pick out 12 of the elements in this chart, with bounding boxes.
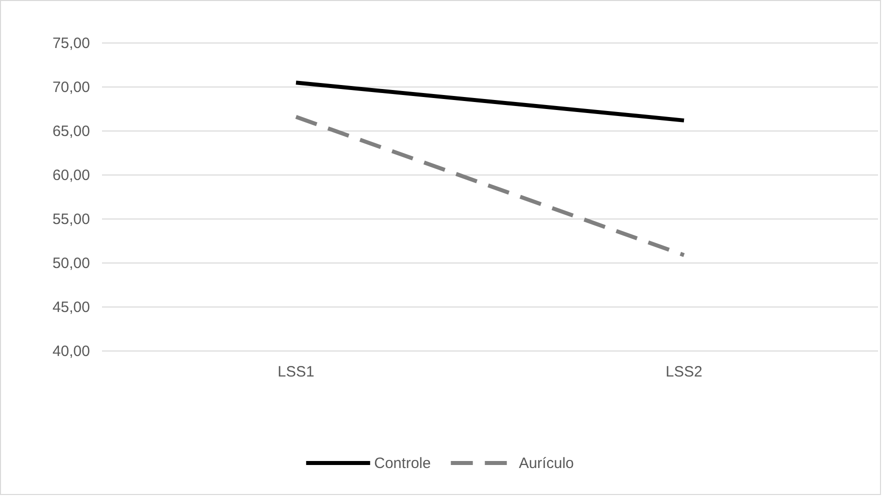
y-tick-label: 60,00: [52, 166, 90, 184]
x-tick-label: LSS2: [666, 364, 702, 381]
x-tick-label: LSS1: [278, 364, 314, 381]
y-tick-label: 50,00: [52, 254, 90, 272]
y-tick-label: 45,00: [52, 298, 90, 316]
y-tick-label: 65,00: [52, 122, 90, 140]
legend-label: Controle: [374, 455, 431, 472]
y-tick-label: 55,00: [52, 210, 90, 228]
y-tick-label: 70,00: [52, 78, 90, 96]
y-tick-label: 40,00: [52, 342, 90, 360]
y-tick-label: 75,00: [52, 34, 90, 52]
legend-label: Aurículo: [518, 455, 574, 472]
